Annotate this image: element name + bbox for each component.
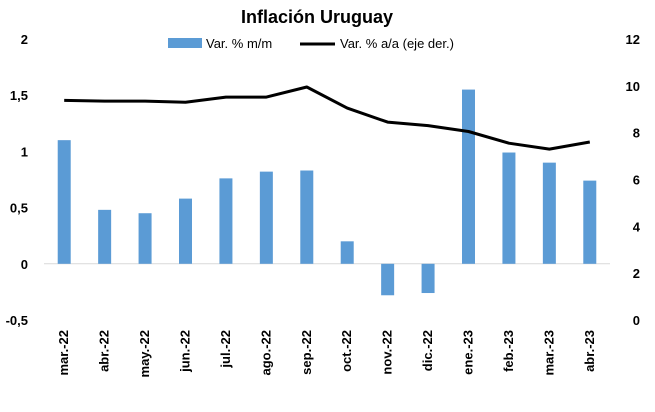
x-tick-label: mar.-23 xyxy=(541,330,556,376)
x-tick-label: jul.-22 xyxy=(218,330,233,369)
y-left-tick-label: 0 xyxy=(21,257,28,272)
bar xyxy=(381,263,395,296)
x-tick-label: nov.-22 xyxy=(380,330,395,375)
bar xyxy=(57,140,71,264)
x-tick-label: abr.-22 xyxy=(97,330,112,372)
bar xyxy=(219,178,233,264)
bar xyxy=(179,198,192,264)
x-tick-label: may.-22 xyxy=(137,330,152,377)
x-tick-label: ago.-22 xyxy=(258,330,273,376)
legend-swatch-bars xyxy=(168,38,202,48)
x-tick-label: dic.-22 xyxy=(420,330,435,371)
chart-title: Inflación Uruguay xyxy=(241,7,393,27)
line-series xyxy=(64,85,591,151)
line-path xyxy=(64,85,591,151)
y-left-tick-label: 2 xyxy=(21,32,28,47)
y-right-tick-label: 2 xyxy=(633,266,640,281)
right-axis: 0 2 4 6 8 10 12 xyxy=(626,32,641,328)
y-left-tick-label: -0,5 xyxy=(6,313,28,328)
bar xyxy=(300,170,314,264)
left-axis: -0,5 0 0,5 1 1,5 2 xyxy=(6,32,28,328)
bar xyxy=(502,152,516,264)
y-right-tick-label: 10 xyxy=(626,79,640,94)
x-tick-label: sep.-22 xyxy=(299,330,314,375)
y-left-tick-label: 1,5 xyxy=(10,88,28,103)
x-tick-label: abr.-23 xyxy=(582,330,597,372)
x-tick-label: oct.-22 xyxy=(339,330,354,372)
bar-series xyxy=(57,89,597,296)
y-right-tick-label: 12 xyxy=(626,32,640,47)
bar xyxy=(98,209,112,264)
y-right-tick-label: 6 xyxy=(633,173,640,188)
bar xyxy=(542,162,556,264)
bar xyxy=(583,180,597,264)
legend-label-bars: Var. % m/m xyxy=(206,36,272,51)
y-left-tick-label: 1 xyxy=(21,144,28,159)
y-right-tick-label: 8 xyxy=(633,126,640,141)
x-tick-label: feb.-23 xyxy=(501,330,516,372)
y-right-tick-label: 4 xyxy=(633,219,641,234)
bar xyxy=(462,89,475,264)
x-axis: mar.-22 abr.-22 may.-22 jun.-22 jul.-22 ago.-… xyxy=(56,330,597,377)
x-tick-label: jun.-22 xyxy=(178,330,193,373)
y-left-tick-label: 0,5 xyxy=(10,201,28,216)
y-right-tick-label: 0 xyxy=(633,313,640,328)
bar xyxy=(340,241,354,264)
bar xyxy=(421,263,435,294)
bar xyxy=(259,171,273,264)
legend-label-line: Var. % a/a (eje der.) xyxy=(340,36,454,51)
x-tick-label: mar.-22 xyxy=(56,330,71,376)
bar xyxy=(138,213,152,264)
x-tick-label: ene.-23 xyxy=(461,330,476,375)
legend: Var. % m/m Var. % a/a (eje der.) xyxy=(168,36,454,51)
